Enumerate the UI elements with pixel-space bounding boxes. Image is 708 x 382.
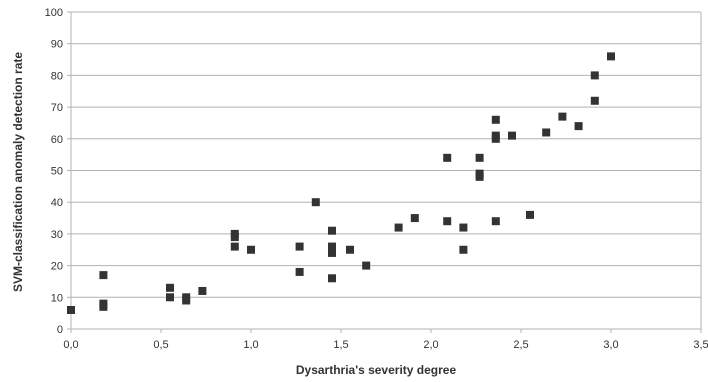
data-point — [247, 245, 255, 254]
data-point — [198, 286, 207, 295]
gridlines — [71, 11, 701, 330]
data-point — [590, 96, 599, 105]
y-tick-label: 50 — [51, 166, 63, 178]
data-point — [475, 153, 484, 162]
data-point — [295, 242, 304, 251]
data-point — [328, 274, 336, 283]
y-tick-label: 70 — [51, 102, 63, 114]
data-point — [475, 172, 484, 181]
data-point — [67, 305, 75, 314]
data-point — [491, 115, 500, 124]
x-axis-ticks: 0,0 0,5 1,0 1,5 2,0 2,5 3,0 3,5 — [63, 329, 708, 351]
data-point — [526, 210, 534, 219]
y-tick-label: 30 — [51, 229, 63, 241]
y-tick-label: 80 — [51, 70, 63, 82]
data-point — [346, 245, 354, 254]
x-axis-label: Dysarthria's severity degree — [296, 363, 457, 377]
data-point — [362, 261, 371, 270]
x-tick-label: 3,0 — [603, 339, 618, 351]
y-tick-label: 60 — [51, 134, 63, 146]
data-point — [295, 267, 304, 276]
y-tick-label: 20 — [51, 261, 63, 273]
data-point — [311, 198, 320, 207]
y-tick-label: 100 — [45, 7, 63, 19]
data-point — [166, 283, 174, 292]
data-point — [459, 245, 468, 254]
data-point — [443, 153, 452, 162]
x-tick-label: 3,5 — [693, 339, 708, 351]
data-point — [459, 223, 468, 232]
y-axis-ticks: 0 10 20 30 40 50 60 70 80 90 100 — [45, 7, 71, 336]
x-tick-label: 2,0 — [423, 339, 438, 351]
x-tick-label: 2,5 — [513, 339, 528, 351]
data-point — [182, 296, 191, 305]
data-point — [410, 214, 419, 223]
data-point — [590, 71, 599, 80]
data-point — [328, 248, 336, 257]
data-point — [328, 242, 336, 251]
data-point — [99, 302, 108, 311]
data-point — [230, 233, 239, 242]
x-tick-label: 0,5 — [153, 339, 168, 351]
data-point — [394, 223, 403, 232]
y-tick-label: 40 — [51, 197, 63, 209]
data-point — [230, 242, 239, 251]
data-point — [99, 271, 108, 280]
data-point — [558, 112, 567, 121]
data-point — [443, 217, 452, 226]
y-tick-label: 10 — [51, 292, 63, 304]
data-point — [607, 52, 615, 61]
y-axis-label: SVM-classification anomaly detection rat… — [11, 52, 25, 292]
data-point — [574, 122, 583, 131]
data-point — [491, 134, 500, 143]
x-tick-label: 1,5 — [333, 339, 348, 351]
data-points — [67, 52, 615, 314]
data-point — [542, 128, 551, 137]
y-tick-label: 90 — [51, 39, 63, 51]
data-point — [166, 293, 174, 302]
y-tick-label: 0 — [57, 324, 63, 336]
x-tick-label: 1,0 — [243, 339, 258, 351]
data-point — [491, 217, 500, 226]
data-point — [328, 226, 336, 235]
x-tick-label: 0,0 — [63, 339, 78, 351]
data-point — [508, 131, 516, 140]
